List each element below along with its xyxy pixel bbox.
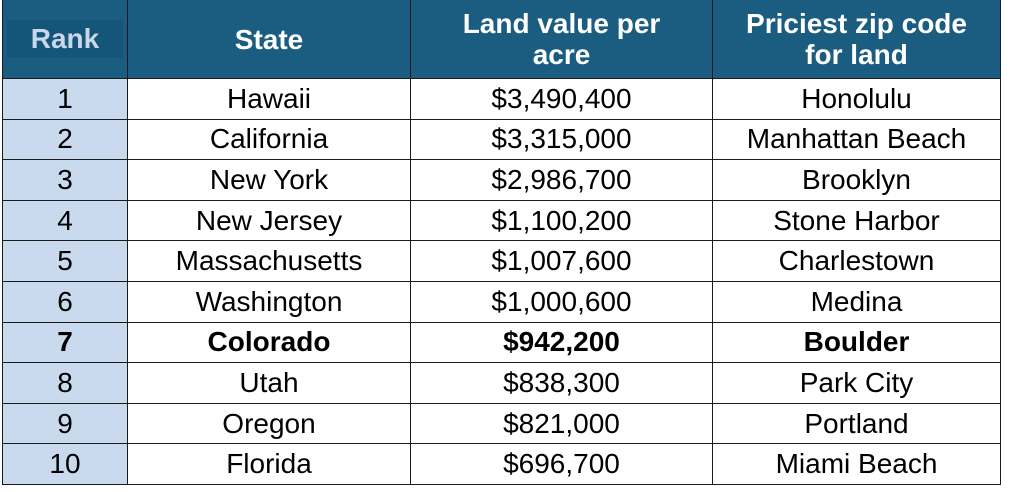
state-cell: Massachusetts <box>127 240 411 282</box>
zip-cell: Stone Harbor <box>712 199 1001 242</box>
land-value-cell: $942,200 <box>410 321 713 364</box>
state-cell: Colorado <box>127 321 411 364</box>
land-value-cell: $3,490,400 <box>410 78 713 120</box>
state-cell: California <box>127 118 411 161</box>
table-row: 9 Oregon $821,000 Portland <box>2 402 1001 445</box>
table-row: 8 Utah $838,300 Park City <box>2 362 1001 404</box>
zip-cell: Boulder <box>712 321 1001 364</box>
header-state: State <box>127 0 411 79</box>
rank-cell: 8 <box>2 362 128 404</box>
header-land-value: Land value per acre <box>410 0 713 79</box>
state-cell: Washington <box>127 280 411 323</box>
table-row: 2 California $3,315,000 Manhattan Beach <box>2 118 1001 161</box>
land-value-cell: $1,100,200 <box>410 199 713 242</box>
table-row: 7 Colorado $942,200 Boulder <box>2 321 1001 364</box>
land-value-cell: $2,986,700 <box>410 159 713 201</box>
land-value-cell: $1,007,600 <box>410 240 713 282</box>
header-rank: Rank <box>2 0 128 79</box>
header-zip: Priciest zip code for land <box>712 0 1001 79</box>
land-value-cell: $1,000,600 <box>410 280 713 323</box>
state-cell: New Jersey <box>127 199 411 242</box>
zip-cell: Medina <box>712 280 1001 323</box>
state-cell: Oregon <box>127 402 411 445</box>
table-row: 10 Florida $696,700 Miami Beach <box>2 443 1001 485</box>
header-rank-label: Rank <box>7 20 123 58</box>
zip-cell: Brooklyn <box>712 159 1001 201</box>
rank-cell: 5 <box>2 240 128 282</box>
rank-cell: 4 <box>2 199 128 242</box>
zip-cell: Park City <box>712 362 1001 404</box>
table-row: 3 New York $2,986,700 Brooklyn <box>2 159 1001 201</box>
zip-cell: Honolulu <box>712 78 1001 120</box>
zip-cell: Manhattan Beach <box>712 118 1001 161</box>
land-value-cell: $3,315,000 <box>410 118 713 161</box>
rank-cell: 1 <box>2 78 128 120</box>
rank-cell: 6 <box>2 280 128 323</box>
land-value-cell: $838,300 <box>410 362 713 404</box>
state-cell: Florida <box>127 443 411 485</box>
land-value-cell: $821,000 <box>410 402 713 445</box>
header-row: Rank State Land value per acre Priciest … <box>2 0 1001 79</box>
zip-cell: Portland <box>712 402 1001 445</box>
state-cell: Hawaii <box>127 78 411 120</box>
rank-cell: 2 <box>2 118 128 161</box>
table-row: 5 Massachusetts $1,007,600 Charlestown <box>2 240 1001 282</box>
rank-cell: 9 <box>2 402 128 445</box>
table-row: 4 New Jersey $1,100,200 Stone Harbor <box>2 199 1001 242</box>
state-cell: New York <box>127 159 411 201</box>
table-row: 1 Hawaii $3,490,400 Honolulu <box>2 78 1001 120</box>
land-value-cell: $696,700 <box>410 443 713 485</box>
state-cell: Utah <box>127 362 411 404</box>
rank-cell: 10 <box>2 443 128 485</box>
rank-cell: 3 <box>2 159 128 201</box>
zip-cell: Miami Beach <box>712 443 1001 485</box>
rank-cell: 7 <box>2 321 128 364</box>
zip-cell: Charlestown <box>712 240 1001 282</box>
land-value-table: Rank State Land value per acre Priciest … <box>2 0 1001 485</box>
table-row: 6 Washington $1,000,600 Medina <box>2 280 1001 323</box>
